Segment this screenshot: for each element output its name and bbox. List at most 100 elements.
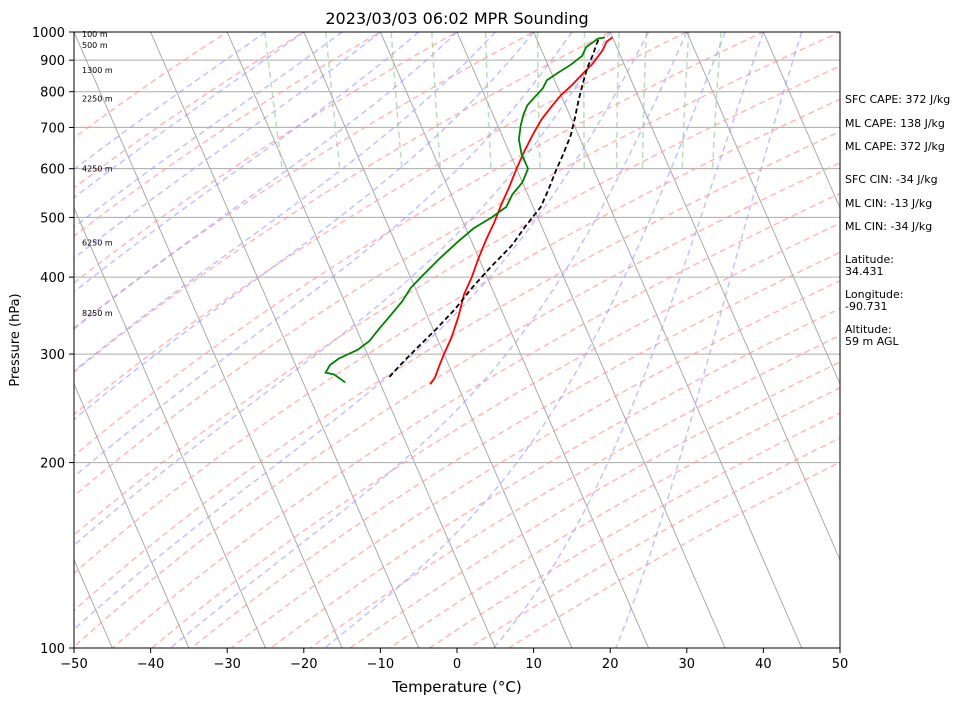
sounding-parameter: ML CAPE: 138 J/kg	[845, 117, 945, 130]
mixing-ratio-line	[641, 32, 648, 169]
moist-adiabat-line	[324, 32, 726, 648]
isotherm-line	[150, 32, 420, 648]
isotherm-line	[533, 32, 803, 648]
sounding-parameter: Altitude: 59 m AGL	[845, 323, 899, 348]
mixing-ratio-line	[681, 32, 690, 169]
dry-adiabat-line	[270, 307, 840, 648]
chart-title: 2023/03/03 06:02 MPR Sounding	[325, 9, 588, 28]
sounding-parameter: SFC CAPE: 372 J/kg	[845, 93, 951, 106]
mixing-ratio-line	[431, 32, 442, 169]
y-tick-label: 200	[40, 457, 65, 472]
dry-adiabat-line	[74, 32, 612, 373]
isotherm-line	[74, 382, 190, 648]
moist-adiabat-line	[74, 32, 458, 330]
dry-adiabat-line	[349, 361, 840, 648]
isotherm-line	[456, 32, 726, 648]
moist-adiabat-line	[74, 32, 611, 547]
height-label: 8250 m	[82, 309, 113, 318]
isotherm-line	[379, 32, 649, 648]
height-labels: 8250 m 6250 m 4250 m 2250 m 1300 m 500 m 100 m	[82, 30, 113, 318]
dry-adiabat-line	[74, 32, 536, 330]
y-axis-label: Pressure (hPa)	[8, 293, 23, 386]
dry-adiabat-line	[74, 130, 840, 612]
moist-adiabat-line	[74, 32, 496, 373]
y-tick-label: 100	[40, 642, 65, 657]
sounding-parameter: ML CIN: -34 J/kg	[845, 220, 933, 233]
isotherm-line	[74, 206, 266, 648]
x-tick-label: −20	[290, 657, 317, 672]
dry-adiabat-line	[74, 32, 840, 497]
parcel-trace	[388, 39, 600, 379]
x-tick-label: −10	[367, 657, 394, 672]
mixing-ratio-line	[536, 32, 541, 169]
dry-adiabat-line	[74, 32, 306, 189]
dry-adiabat-line	[74, 65, 840, 537]
sounding-parameter: SFC CIN: -34 J/kg	[845, 173, 938, 186]
dry-adiabat-line	[74, 32, 459, 284]
dry-adiabat-line	[151, 222, 840, 648]
x-tick-label: −40	[137, 657, 164, 672]
reference-lines	[74, 32, 840, 648]
y-tick-label: 900	[40, 54, 65, 69]
height-label: 6250 m	[82, 239, 113, 248]
plot-frame	[73, 31, 841, 649]
x-axis-label: Temperature (°C)	[391, 678, 521, 696]
moist-adiabat-line	[74, 32, 266, 171]
isotherm-line	[686, 32, 840, 386]
dewpoint-trace	[324, 36, 606, 384]
height-label: 500 m	[82, 41, 108, 50]
y-axis: 100 200 300 400 500 600 700 800 900 1000	[32, 26, 74, 657]
y-tick-label: 500	[40, 211, 65, 226]
sounding-parameter: ML CIN: -13 J/kg	[845, 197, 933, 210]
isotherm-line	[226, 32, 496, 648]
x-tick-label: −50	[60, 657, 87, 672]
moist-adiabat-line	[74, 32, 535, 421]
moist-adiabat-line	[493, 32, 765, 648]
moist-adiabat-line	[74, 32, 420, 293]
dry-adiabat-line	[74, 32, 689, 416]
x-tick-label: 30	[679, 657, 696, 672]
mixing-ratio-line	[615, 32, 620, 169]
moist-adiabat-line	[74, 32, 573, 478]
y-tick-label: 1000	[32, 26, 65, 41]
x-tick-label: 40	[755, 657, 772, 672]
y-tick-label: 600	[40, 163, 65, 178]
height-label: 2250 m	[82, 94, 113, 103]
x-tick-label: −30	[213, 657, 240, 672]
height-label: 1300 m	[82, 66, 113, 75]
mixing-ratio-line	[390, 32, 403, 169]
dry-adiabat-line	[74, 32, 382, 238]
moist-adiabat-line	[170, 32, 688, 648]
y-tick-label: 800	[40, 86, 65, 101]
moist-adiabat-line	[74, 32, 381, 260]
isotherm-line	[762, 32, 840, 210]
isotherm-line	[609, 32, 840, 562]
y-tick-label: 700	[40, 121, 65, 136]
moist-adiabat-line	[615, 32, 803, 648]
x-tick-label: 50	[832, 657, 849, 672]
sounding-parameter: Longitude: -90.731	[845, 288, 904, 313]
mixing-ratio-line	[264, 32, 283, 169]
isotherm-line	[74, 32, 343, 648]
height-label: 4250 m	[82, 165, 113, 174]
y-tick-label: 300	[40, 348, 65, 363]
temperature-trace	[429, 36, 614, 385]
mixing-ratio-line	[325, 32, 341, 169]
x-tick-label: 20	[602, 657, 619, 672]
moist-adiabat-line	[74, 32, 650, 631]
dry-adiabat-line	[74, 32, 229, 139]
height-label: 100 m	[82, 30, 108, 39]
y-tick-label: 400	[40, 271, 65, 286]
moist-adiabat-line	[74, 32, 343, 229]
dry-adiabat-line	[111, 192, 840, 648]
dry-adiabat-line	[74, 98, 840, 575]
x-tick-label: 10	[525, 657, 542, 672]
moist-adiabat-line	[74, 32, 305, 199]
dry-adiabat-line	[389, 387, 840, 648]
sounding-parameter: ML CAPE: 372 J/kg	[845, 140, 945, 153]
sounding-traces	[324, 36, 614, 385]
dry-adiabat-line	[74, 32, 766, 457]
sounding-parameter: Latitude: 34.431	[845, 253, 894, 278]
x-tick-label: 0	[453, 657, 461, 672]
